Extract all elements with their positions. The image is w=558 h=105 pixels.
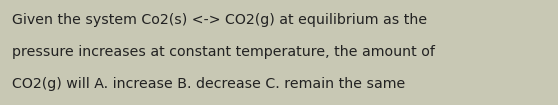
- Text: Given the system Co2(s) <-> CO2(g) at equilibrium as the: Given the system Co2(s) <-> CO2(g) at eq…: [12, 13, 427, 27]
- Text: CO2(g) will A. increase B. decrease C. remain the same: CO2(g) will A. increase B. decrease C. r…: [12, 77, 406, 91]
- Text: pressure increases at constant temperature, the amount of: pressure increases at constant temperatu…: [12, 45, 435, 59]
